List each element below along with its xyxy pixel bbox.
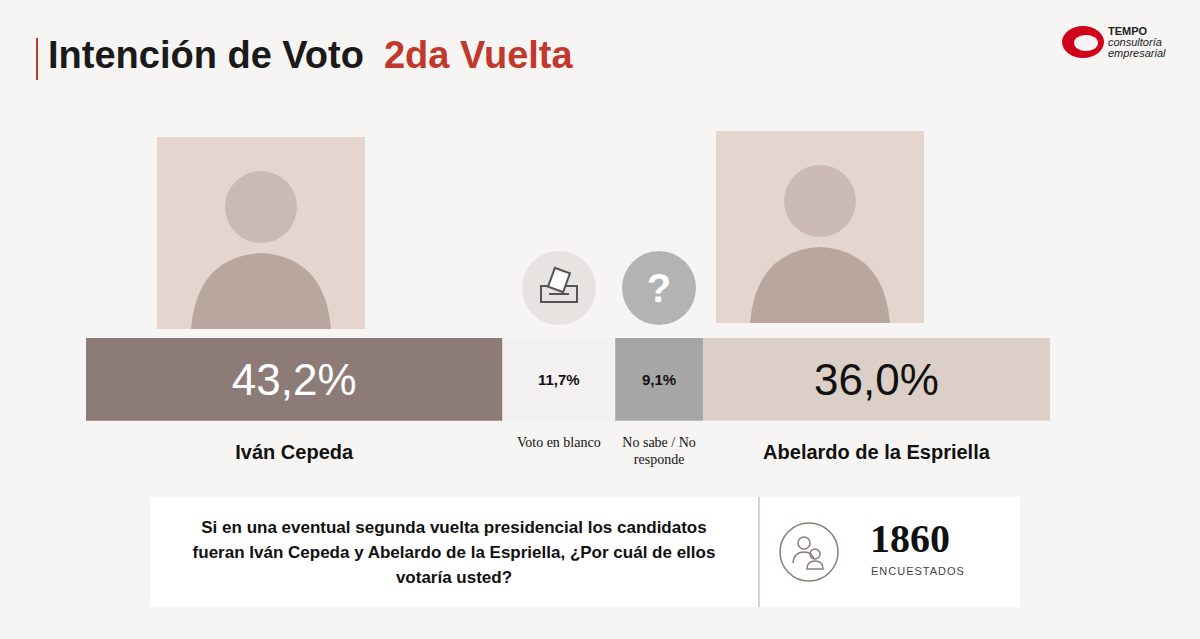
html-text:Abelardo de la Espriella: Abelardo de la Espriella [763, 441, 990, 463]
html-text:1860: 1860 [870, 516, 950, 561]
svg-text:11,7%: 11,7% [538, 371, 580, 388]
svg-text:?: ? [647, 266, 671, 310]
html-text:Iván Cepeda: Iván Cepeda [235, 441, 354, 463]
html-text:2da Vuelta: 2da Vuelta [384, 34, 573, 76]
html-text:ENCUESTADOS: ENCUESTADOS [871, 565, 965, 577]
svg-text:43,2%: 43,2% [232, 355, 357, 404]
html-text:No sabe / No responde: No sabe / No responde [622, 435, 696, 467]
html-text:Si en una eventual segunda vue: Si en una eventual segunda vuelta presid… [192, 517, 716, 587]
html-text:Voto en blanco: Voto en blanco [517, 435, 601, 450]
html-text:TEMPO: TEMPO [1108, 25, 1148, 37]
html-text:consultoría empresarial: consultoría empresarial [1108, 36, 1166, 59]
html-text:Intención de Voto: Intención de Voto [48, 34, 364, 76]
svg-text:9,1%: 9,1% [642, 371, 676, 388]
svg-text:36,0%: 36,0% [814, 355, 939, 404]
